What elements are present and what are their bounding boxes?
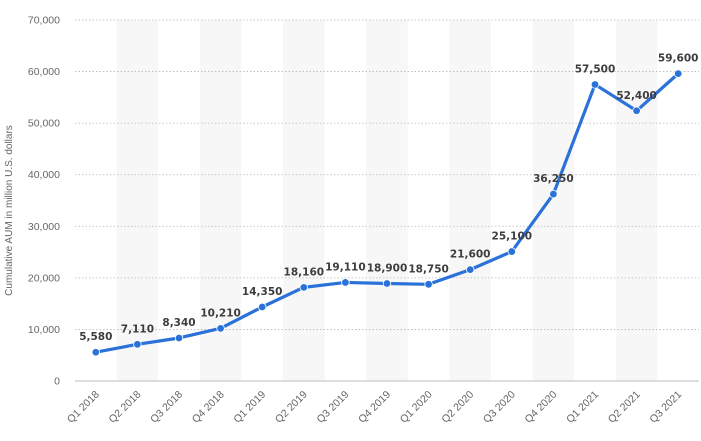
data-label: 18,750 bbox=[408, 263, 449, 275]
background-band bbox=[615, 20, 658, 381]
x-tick-label: Q1 2018 bbox=[65, 389, 102, 426]
data-point bbox=[341, 278, 350, 287]
y-tick-label: 0 bbox=[54, 376, 60, 388]
data-point bbox=[258, 302, 267, 312]
data-points bbox=[91, 69, 683, 357]
data-point bbox=[133, 340, 142, 349]
data-label: 14,350 bbox=[242, 286, 283, 298]
data-label: 18,900 bbox=[367, 263, 408, 275]
y-tick-label: 70,000 bbox=[28, 15, 60, 27]
x-tick-label: Q2 2020 bbox=[439, 389, 476, 426]
x-tick-label: Q4 2020 bbox=[523, 389, 560, 426]
y-tick-label: 10,000 bbox=[28, 324, 60, 336]
x-tick-label: Q2 2019 bbox=[273, 389, 310, 426]
x-tick-label: Q1 2020 bbox=[398, 389, 435, 426]
alternating-bands bbox=[116, 20, 658, 381]
background-band bbox=[116, 20, 159, 381]
data-label: 7,110 bbox=[121, 323, 154, 335]
y-tick-label: 60,000 bbox=[28, 66, 60, 78]
background-band bbox=[532, 20, 575, 381]
x-tick-label: Q3 2018 bbox=[148, 389, 185, 426]
y-tick-label: 40,000 bbox=[28, 169, 60, 181]
y-axis-ticks: 0 10,000 20,000 30,000 40,000 50,000 60,000 70,… bbox=[28, 15, 60, 388]
data-point bbox=[174, 333, 184, 343]
data-label: 18,160 bbox=[284, 266, 325, 278]
data-point bbox=[632, 106, 641, 115]
x-tick-label: Q3 2021 bbox=[647, 389, 684, 426]
y-axis-label: Cumulative AUM in million U.S. dollars bbox=[4, 125, 15, 296]
data-label: 36,250 bbox=[533, 173, 574, 185]
data-point bbox=[507, 247, 516, 256]
background-band bbox=[366, 20, 408, 381]
data-point bbox=[424, 280, 433, 289]
x-tick-label: Q1 2021 bbox=[564, 389, 601, 426]
background-band bbox=[449, 20, 491, 381]
data-point bbox=[91, 348, 100, 357]
data-point bbox=[216, 324, 225, 333]
data-label: 52,400 bbox=[616, 90, 657, 102]
x-tick-label: Q4 2019 bbox=[356, 389, 393, 426]
data-point bbox=[466, 265, 475, 274]
data-point bbox=[590, 80, 600, 89]
data-label: 8,340 bbox=[162, 317, 195, 329]
data-label: 21,600 bbox=[450, 249, 491, 261]
data-label: 5,580 bbox=[79, 331, 112, 343]
data-point bbox=[382, 279, 392, 288]
gridlines bbox=[75, 19, 699, 330]
data-label: 25,100 bbox=[492, 231, 533, 243]
data-point bbox=[674, 69, 683, 78]
background-band bbox=[283, 20, 325, 381]
y-tick-label: 20,000 bbox=[28, 272, 60, 284]
data-label: 10,210 bbox=[200, 307, 241, 319]
y-tick-label: 50,000 bbox=[28, 118, 60, 130]
x-tick-label: Q1 2019 bbox=[231, 389, 268, 426]
y-tick-label: 30,000 bbox=[28, 221, 60, 233]
data-point bbox=[299, 283, 308, 292]
data-label: 59,600 bbox=[658, 53, 699, 65]
x-tick-label: Q3 2019 bbox=[315, 389, 352, 426]
data-point bbox=[549, 189, 558, 199]
x-tick-label: Q3 2020 bbox=[481, 389, 518, 426]
data-label: 19,110 bbox=[325, 261, 366, 273]
data-label: 57,500 bbox=[575, 63, 616, 75]
x-tick-label: Q2 2018 bbox=[107, 389, 144, 426]
x-tick-label: Q4 2018 bbox=[190, 389, 227, 426]
x-tick-label: Q2 2021 bbox=[606, 389, 643, 426]
x-axis-ticks: Q1 2018 Q2 2018 Q3 2018 Q4 2018 Q1 2019 Q2 20… bbox=[65, 389, 684, 426]
